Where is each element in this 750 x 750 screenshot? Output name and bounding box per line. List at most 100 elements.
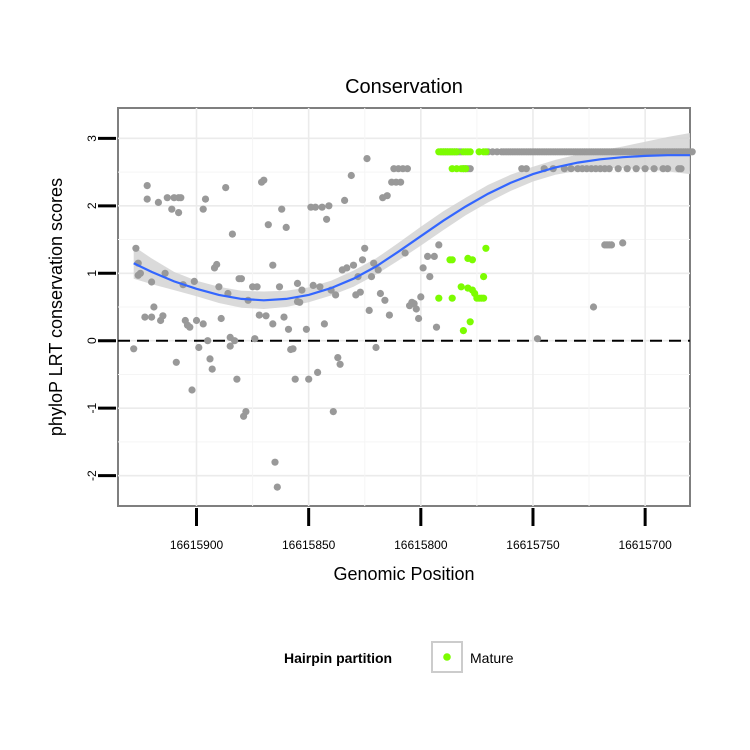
other-point: [426, 273, 434, 281]
other-point: [159, 312, 167, 320]
other-point: [226, 342, 234, 350]
other-point: [522, 165, 530, 173]
other-point: [358, 256, 367, 264]
other-point: [589, 303, 598, 311]
other-point: [311, 203, 319, 211]
other-point: [161, 269, 169, 277]
other-point: [318, 203, 326, 211]
y-axis: -2 -1 0 1 2 3: [85, 135, 116, 481]
y-tick-label: 1: [85, 270, 99, 277]
other-point: [154, 198, 162, 206]
other-point: [269, 261, 277, 269]
mature-point: [435, 294, 443, 302]
other-point: [607, 241, 616, 249]
other-point: [332, 291, 340, 299]
mature-point: [453, 148, 461, 156]
other-point: [605, 165, 613, 173]
other-point: [186, 323, 194, 331]
x-axis: 16615900 16615850 16615800 16615750 16615700: [170, 508, 672, 552]
other-point: [289, 345, 297, 353]
other-point: [341, 196, 349, 204]
other-point: [195, 343, 203, 352]
other-point: [370, 259, 378, 267]
other-point: [148, 313, 156, 321]
other-point: [150, 303, 158, 311]
other-point: [143, 195, 151, 203]
smooth-trend-line: [133, 154, 690, 302]
other-point: [361, 244, 369, 252]
other-point: [204, 337, 212, 345]
other-point: [130, 345, 138, 353]
other-point: [329, 408, 337, 416]
other-point: [278, 205, 286, 213]
other-point: [367, 273, 376, 281]
y-tick-label: -2: [85, 470, 99, 481]
other-point: [172, 358, 180, 366]
other-point: [401, 249, 409, 257]
other-point: [410, 300, 418, 308]
other-point: [343, 264, 351, 272]
mature-point: [466, 318, 474, 326]
other-point: [217, 314, 225, 323]
other-point: [222, 184, 230, 192]
other-point: [264, 221, 272, 229]
other-point: [650, 165, 658, 173]
other-point: [201, 195, 210, 203]
other-point: [334, 354, 342, 362]
other-point: [356, 288, 364, 296]
other-point: [347, 171, 355, 180]
other-point: [385, 311, 393, 319]
x-tick-label: 16615850: [282, 538, 336, 552]
other-point: [325, 202, 333, 210]
mature-point: [462, 165, 470, 173]
other-point: [383, 192, 391, 200]
other-point: [614, 165, 622, 173]
other-point: [215, 283, 223, 291]
mature-point: [457, 283, 465, 291]
x-tick-label: 16615800: [394, 538, 448, 552]
mature-point: [480, 273, 488, 281]
y-tick-label: 0: [85, 337, 99, 344]
other-point: [168, 205, 176, 213]
other-point: [376, 289, 384, 298]
other-point: [273, 483, 281, 491]
x-tick-label: 16615900: [170, 538, 224, 552]
other-point: [291, 375, 299, 383]
other-point: [298, 286, 306, 294]
other-point: [269, 320, 277, 328]
other-point: [282, 223, 290, 231]
other-point: [192, 316, 201, 325]
mature-point: [482, 244, 490, 252]
other-point: [242, 408, 250, 416]
legend-label-mature: Mature: [470, 650, 514, 666]
other-point: [148, 278, 156, 286]
other-point: [381, 296, 389, 304]
mature-point: [468, 256, 476, 264]
other-point: [435, 241, 443, 249]
other-point: [363, 155, 371, 163]
mature-point: [448, 294, 456, 302]
other-point: [415, 314, 423, 323]
other-point: [260, 176, 268, 184]
mature-point: [482, 148, 490, 156]
mature-point: [480, 294, 488, 302]
other-point: [237, 275, 245, 283]
other-point: [623, 165, 631, 173]
other-point: [349, 261, 358, 269]
y-tick-label: 2: [85, 202, 99, 209]
other-point: [323, 215, 331, 223]
other-point: [231, 337, 239, 345]
other-point: [199, 205, 207, 213]
x-tick-label: 16615750: [506, 538, 560, 552]
mature-point: [466, 148, 474, 156]
other-point: [293, 279, 302, 287]
other-point: [136, 269, 144, 277]
other-point: [316, 283, 324, 291]
y-tick-label: -1: [85, 403, 99, 414]
other-point: [199, 320, 207, 328]
mature-point: [459, 327, 467, 335]
x-tick-label: 16615700: [618, 538, 672, 552]
other-point: [255, 311, 263, 319]
other-point: [141, 313, 149, 321]
